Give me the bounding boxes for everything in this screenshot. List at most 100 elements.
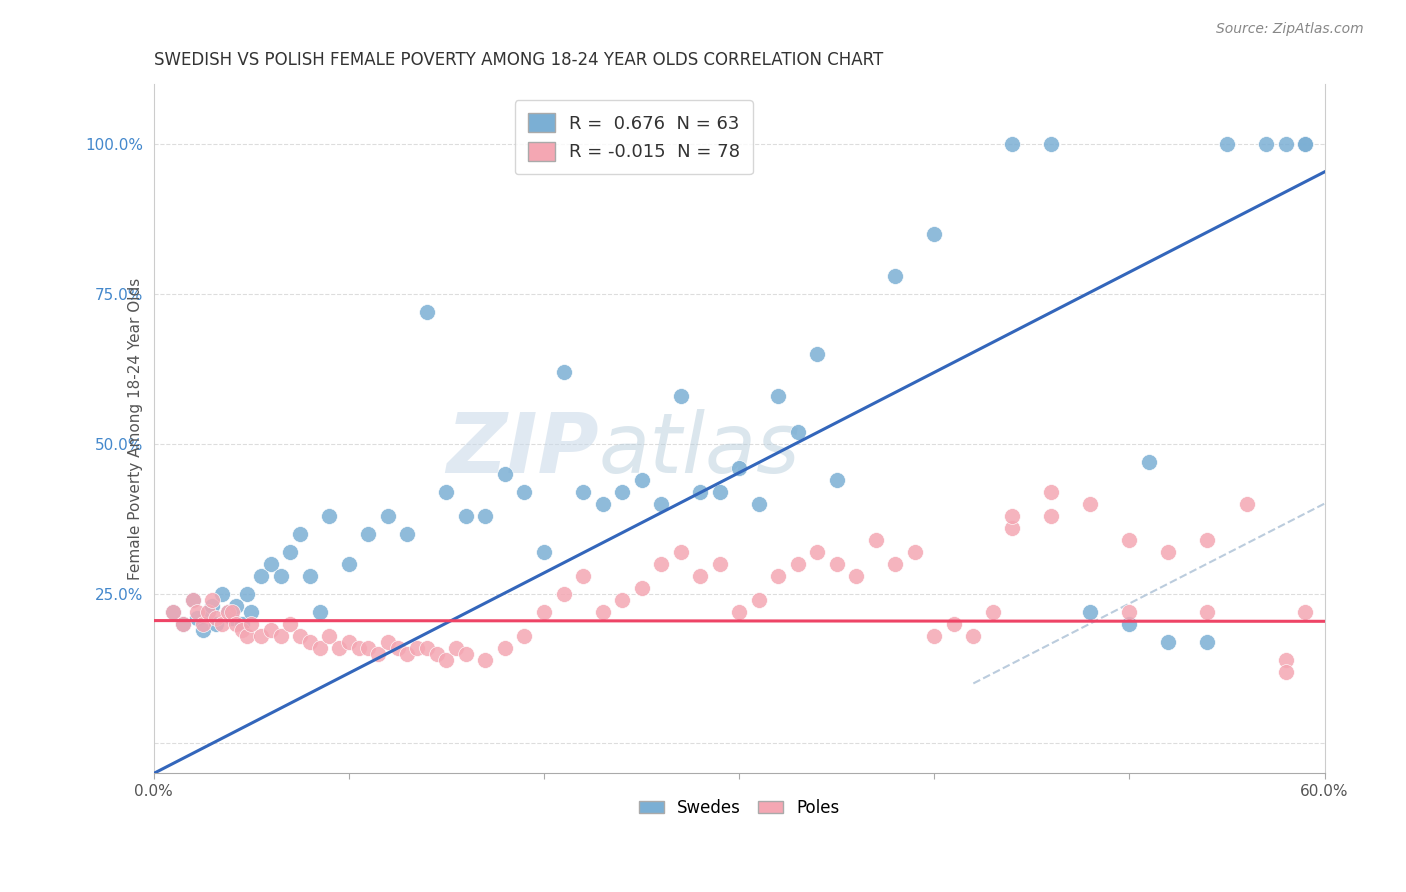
Point	[610, 592, 633, 607]
Point	[211, 586, 233, 600]
Point	[1197, 605, 1219, 619]
Point	[786, 557, 808, 571]
Text: SWEDISH VS POLISH FEMALE POVERTY AMONG 18-24 YEAR OLDS CORRELATION CHART: SWEDISH VS POLISH FEMALE POVERTY AMONG 1…	[153, 51, 883, 69]
Point	[225, 616, 247, 631]
Point	[494, 640, 516, 655]
Point	[270, 629, 292, 643]
Point	[825, 473, 848, 487]
Point	[650, 557, 672, 571]
Point	[592, 497, 614, 511]
Point	[1294, 137, 1316, 152]
Point	[669, 544, 692, 558]
Point	[942, 616, 965, 631]
Point	[172, 616, 194, 631]
Y-axis label: Female Poverty Among 18-24 Year Olds: Female Poverty Among 18-24 Year Olds	[128, 277, 142, 580]
Point	[205, 616, 228, 631]
Point	[221, 610, 243, 624]
Point	[1001, 521, 1024, 535]
Point	[630, 473, 652, 487]
Point	[454, 647, 477, 661]
Point	[357, 526, 380, 541]
Point	[225, 599, 247, 613]
Point	[572, 484, 595, 499]
Point	[337, 557, 360, 571]
Point	[1080, 605, 1102, 619]
Point	[865, 533, 887, 547]
Point	[1080, 497, 1102, 511]
Point	[201, 599, 224, 613]
Text: Source: ZipAtlas.com: Source: ZipAtlas.com	[1216, 22, 1364, 37]
Point	[436, 484, 458, 499]
Point	[211, 616, 233, 631]
Point	[689, 568, 711, 582]
Point	[922, 629, 945, 643]
Point	[197, 605, 219, 619]
Point	[377, 508, 399, 523]
Point	[766, 389, 789, 403]
Point	[689, 484, 711, 499]
Point	[766, 568, 789, 582]
Point	[298, 568, 321, 582]
Point	[357, 640, 380, 655]
Point	[572, 568, 595, 582]
Point	[728, 460, 751, 475]
Point	[377, 634, 399, 648]
Point	[962, 629, 984, 643]
Point	[444, 640, 467, 655]
Point	[318, 629, 340, 643]
Point	[396, 647, 419, 661]
Point	[250, 629, 273, 643]
Point	[533, 544, 555, 558]
Point	[240, 616, 263, 631]
Point	[454, 508, 477, 523]
Point	[201, 592, 224, 607]
Point	[1157, 544, 1180, 558]
Point	[205, 610, 228, 624]
Point	[436, 652, 458, 666]
Point	[347, 640, 370, 655]
Point	[494, 467, 516, 481]
Point	[278, 616, 301, 631]
Point	[181, 592, 204, 607]
Point	[1254, 137, 1277, 152]
Point	[748, 592, 770, 607]
Point	[669, 389, 692, 403]
Point	[221, 605, 243, 619]
Text: ZIP: ZIP	[446, 409, 599, 490]
Point	[186, 610, 208, 624]
Point	[172, 616, 194, 631]
Point	[1001, 137, 1024, 152]
Point	[884, 557, 907, 571]
Point	[1294, 137, 1316, 152]
Point	[367, 647, 389, 661]
Point	[197, 605, 219, 619]
Point	[217, 605, 239, 619]
Point	[288, 526, 311, 541]
Point	[416, 640, 439, 655]
Point	[513, 484, 536, 499]
Point	[1001, 508, 1024, 523]
Point	[406, 640, 429, 655]
Point	[904, 544, 927, 558]
Point	[416, 305, 439, 319]
Point	[191, 623, 214, 637]
Point	[728, 605, 751, 619]
Point	[806, 347, 828, 361]
Point	[592, 605, 614, 619]
Point	[1197, 634, 1219, 648]
Point	[922, 227, 945, 241]
Point	[981, 605, 1004, 619]
Point	[1040, 137, 1063, 152]
Point	[240, 605, 263, 619]
Point	[270, 568, 292, 582]
Point	[610, 484, 633, 499]
Legend: Swedes, Poles: Swedes, Poles	[633, 792, 846, 823]
Point	[845, 568, 868, 582]
Point	[1236, 497, 1258, 511]
Point	[825, 557, 848, 571]
Point	[337, 634, 360, 648]
Point	[1294, 605, 1316, 619]
Point	[786, 425, 808, 439]
Point	[748, 497, 770, 511]
Point	[1157, 634, 1180, 648]
